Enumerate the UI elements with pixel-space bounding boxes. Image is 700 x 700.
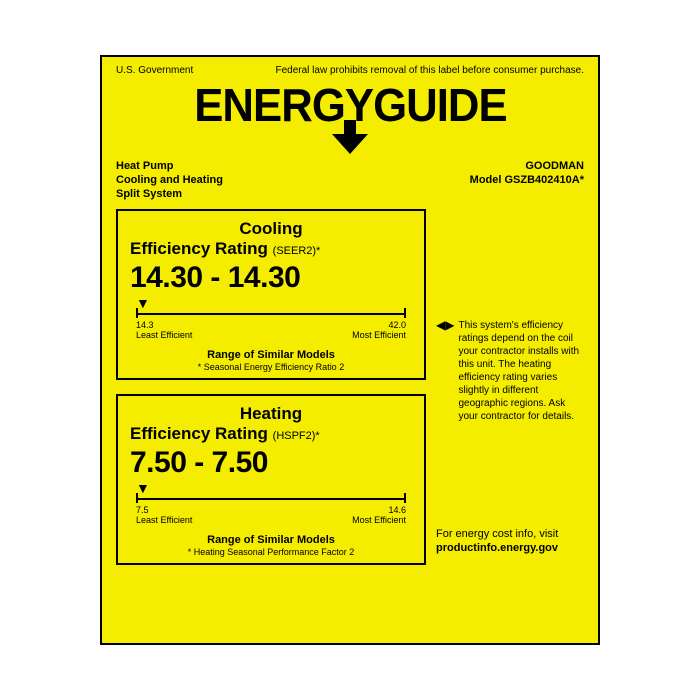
logo-text: ENERGYGUIDE	[194, 78, 507, 132]
side-note-arrow-icon: ◀▶	[436, 319, 454, 423]
rating-boxes: Cooling Efficiency Rating (SEER2)* 14.30…	[116, 209, 426, 579]
meta-right: GOODMAN Model GSZB402410A*	[470, 160, 584, 201]
header-row: U.S. Government Federal law prohibits re…	[116, 65, 584, 76]
product-type-3: Split System	[116, 188, 223, 202]
cooling-subtitle: Efficiency Rating (SEER2)*	[130, 239, 412, 259]
cooling-metric: (SEER2)*	[273, 245, 321, 257]
cooling-pointer-icon: ▼	[136, 295, 150, 311]
heating-title: Heating	[130, 404, 412, 424]
cooling-footnote: * Seasonal Energy Efficiency Ratio 2	[130, 362, 412, 372]
header-right: Federal law prohibits removal of this la…	[276, 65, 585, 76]
heating-range-caption: Range of Similar Models	[130, 534, 412, 546]
side-note: ◀▶ This system's efficiency ratings depe…	[436, 319, 584, 423]
heating-sub-text: Efficiency Rating	[130, 424, 268, 443]
product-type-1: Heat Pump	[116, 160, 223, 174]
heating-scale-min: 7.5 Least Efficient	[136, 506, 192, 526]
heating-footnote: * Heating Seasonal Performance Factor 2	[130, 547, 412, 557]
cooling-range-value: 14.30 - 14.30	[130, 261, 412, 295]
heating-tick-min	[136, 493, 138, 503]
heating-pointer-icon: ▼	[136, 480, 150, 496]
heating-min-lbl: Least Efficient	[136, 516, 192, 526]
heating-range-value: 7.50 - 7.50	[130, 446, 412, 480]
cooling-tick-max	[404, 308, 406, 318]
cooling-sub-text: Efficiency Rating	[130, 239, 268, 258]
cooling-scale: ▼ 14.3 Least Efficient 42.0 Most Efficie…	[136, 299, 406, 343]
heating-scale-line	[136, 498, 406, 500]
side-note-text: This system's efficiency ratings depend …	[458, 319, 584, 423]
cooling-tick-min	[136, 308, 138, 318]
heating-max-lbl: Most Efficient	[352, 516, 406, 526]
meta-left: Heat Pump Cooling and Heating Split Syst…	[116, 160, 223, 201]
product-type-2: Cooling and Heating	[116, 174, 223, 188]
cooling-range-caption: Range of Similar Models	[130, 349, 412, 361]
side-column: ◀▶ This system's efficiency ratings depe…	[436, 209, 584, 579]
energyguide-label: U.S. Government Federal law prohibits re…	[100, 55, 600, 645]
heating-subtitle: Efficiency Rating (HSPF2)*	[130, 424, 412, 444]
model: Model GSZB402410A*	[470, 174, 584, 188]
cooling-box: Cooling Efficiency Rating (SEER2)* 14.30…	[116, 209, 426, 380]
cooling-scale-min: 14.3 Least Efficient	[136, 321, 192, 341]
side-bottom: For energy cost info, visit productinfo.…	[436, 527, 584, 556]
side-bottom-line1: For energy cost info, visit	[436, 527, 584, 541]
meta-row: Heat Pump Cooling and Heating Split Syst…	[116, 160, 584, 201]
header-left: U.S. Government	[116, 65, 193, 76]
main-row: Cooling Efficiency Rating (SEER2)* 14.30…	[116, 209, 584, 579]
cooling-scale-max: 42.0 Most Efficient	[352, 321, 406, 341]
side-bottom-url: productinfo.energy.gov	[436, 541, 584, 555]
heating-scale-max: 14.6 Most Efficient	[352, 506, 406, 526]
heating-metric: (HSPF2)*	[273, 430, 320, 442]
logo: ENERGYGUIDE	[116, 78, 584, 154]
heating-box: Heating Efficiency Rating (HSPF2)* 7.50 …	[116, 394, 426, 565]
cooling-min-lbl: Least Efficient	[136, 331, 192, 341]
cooling-title: Cooling	[130, 219, 412, 239]
brand: GOODMAN	[470, 160, 584, 174]
heating-tick-max	[404, 493, 406, 503]
cooling-scale-line	[136, 313, 406, 315]
cooling-max-lbl: Most Efficient	[352, 331, 406, 341]
heating-scale: ▼ 7.5 Least Efficient 14.6 Most Efficien…	[136, 484, 406, 528]
